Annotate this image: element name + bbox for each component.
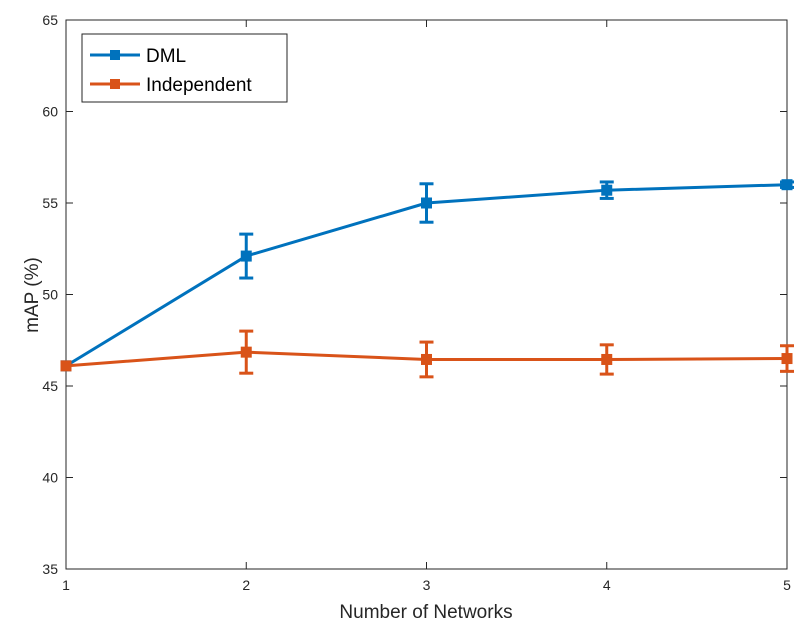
y-tick-label: 55 (42, 195, 58, 211)
data-point (421, 197, 432, 209)
data-point (601, 184, 613, 196)
y-tick-label: 45 (42, 378, 58, 394)
y-tick-label: 50 (42, 287, 58, 303)
legend-box (81, 33, 288, 103)
y-tick-label: 35 (42, 561, 58, 577)
legend-swatch-marker (110, 79, 120, 89)
x-tick-label: 3 (423, 577, 431, 593)
data-point (240, 250, 252, 262)
data-point (240, 346, 252, 358)
legend: DML Independent (81, 33, 288, 103)
plot-area-frame (65, 19, 788, 570)
data-point (60, 360, 72, 372)
x-tick-label: 4 (603, 577, 611, 593)
x-tick-label: 5 (783, 577, 791, 593)
data-point (781, 179, 793, 191)
series-independent (60, 329, 794, 379)
x-tick-label: 1 (62, 577, 70, 593)
data-point (781, 353, 793, 365)
series-layer (60, 179, 794, 379)
series-dml (60, 179, 794, 372)
x-axis-label: Number of Networks (339, 602, 512, 623)
y-axis-label: mAP (%) (22, 257, 43, 333)
y-tick-label: 40 (42, 470, 58, 486)
data-point (601, 353, 613, 365)
legend-label: Independent (146, 75, 252, 96)
data-point (421, 353, 432, 365)
legend-label: DML (146, 46, 186, 67)
legend-swatch-marker (110, 50, 120, 60)
y-tick-label: 60 (42, 104, 58, 120)
y-tick-label: 65 (42, 12, 58, 28)
x-tick-label: 2 (242, 577, 250, 593)
